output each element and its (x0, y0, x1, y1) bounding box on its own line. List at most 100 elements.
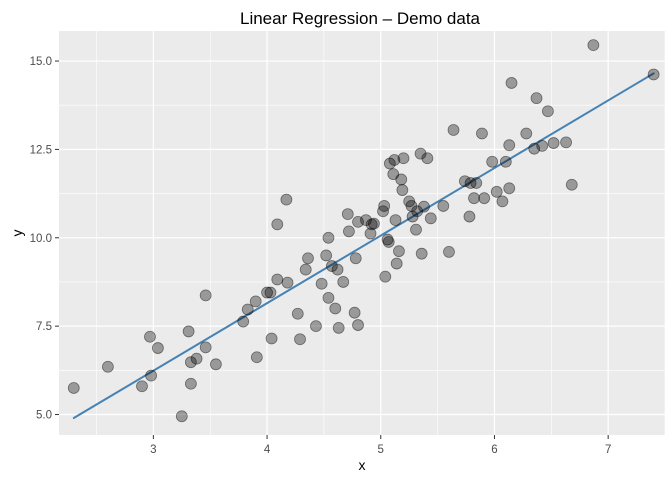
data-point (329, 302, 342, 315)
data-point (403, 195, 416, 208)
chart-title: Linear Regression – Demo data (240, 9, 481, 28)
data-point (463, 210, 476, 223)
data-point (241, 303, 254, 316)
data-point (503, 139, 516, 152)
data-point (406, 210, 419, 223)
data-point (587, 39, 600, 52)
data-point (281, 276, 294, 289)
regression-line-group (72, 72, 655, 420)
data-point (352, 215, 364, 228)
data-point (364, 227, 377, 240)
data-point (379, 270, 392, 283)
data-point (299, 263, 312, 276)
y-tick-label: 12.5 (30, 144, 52, 156)
data-point (315, 277, 328, 290)
data-point (397, 152, 410, 165)
data-point (199, 341, 212, 354)
data-point (396, 184, 409, 196)
data-point (265, 332, 278, 345)
data-point (476, 127, 488, 140)
data-point (377, 205, 389, 218)
data-point (405, 200, 418, 212)
data-point (271, 218, 284, 231)
data-point (411, 205, 424, 218)
minor-gridlines (59, 31, 666, 435)
data-point (368, 217, 380, 230)
data-point (520, 127, 533, 140)
data-point (547, 137, 560, 149)
data-point (388, 154, 401, 166)
data-point (382, 236, 395, 248)
data-point (496, 195, 509, 208)
data-point (67, 382, 80, 394)
data-point (152, 342, 164, 354)
data-point (468, 192, 480, 205)
data-points (67, 39, 660, 423)
data-point (360, 214, 372, 226)
regression-line (72, 72, 655, 420)
data-point (365, 218, 378, 231)
data-point (271, 273, 284, 286)
data-point (310, 320, 322, 333)
data-point (175, 410, 188, 423)
data-point (136, 380, 148, 393)
data-point (349, 252, 362, 265)
data-point (478, 192, 491, 205)
data-point (101, 360, 114, 373)
x-axis-title: x (359, 457, 366, 473)
data-point (264, 286, 277, 299)
data-point (565, 178, 578, 191)
data-point (437, 200, 450, 212)
data-point (144, 330, 156, 343)
y-axis: 5.0 7.5 10.0 12.5 15.0 (30, 56, 59, 421)
data-point (322, 291, 335, 304)
data-point (447, 124, 460, 136)
x-axis: 3 4 5 6 7 (150, 435, 611, 456)
data-point (395, 173, 408, 186)
data-point (331, 263, 344, 276)
data-point (325, 260, 338, 272)
x-tick-label: 5 (378, 444, 384, 456)
data-point (199, 289, 212, 302)
data-point (343, 225, 355, 238)
data-point (393, 245, 405, 258)
data-point (184, 377, 197, 390)
x-tick-label: 6 (491, 444, 497, 456)
data-point (237, 315, 250, 328)
data-point (503, 182, 516, 195)
data-point (530, 92, 543, 105)
data-point (352, 319, 364, 331)
data-point (378, 200, 391, 212)
y-tick-label: 7.5 (36, 321, 52, 333)
data-point (505, 77, 518, 89)
data-point (294, 333, 306, 346)
x-tick-label: 7 (605, 444, 611, 456)
data-point (389, 214, 402, 226)
data-point (647, 68, 660, 81)
data-point (486, 155, 499, 168)
data-point (337, 276, 350, 288)
x-tick-label: 4 (264, 444, 271, 456)
data-point (528, 142, 541, 155)
data-point (332, 322, 345, 334)
data-point (410, 223, 422, 236)
data-point (250, 351, 263, 364)
data-point (322, 231, 335, 244)
data-point (341, 208, 354, 220)
data-point (499, 155, 512, 168)
data-point (490, 185, 503, 198)
data-point (210, 358, 222, 371)
data-point (443, 246, 455, 258)
data-point (470, 177, 483, 189)
data-point (291, 307, 304, 320)
y-tick-label: 5.0 (36, 409, 52, 421)
data-point (464, 177, 477, 189)
data-point (390, 257, 403, 270)
data-point (182, 325, 195, 338)
data-point (184, 356, 197, 369)
data-point (348, 306, 361, 319)
data-point (381, 233, 394, 246)
data-point (424, 212, 437, 225)
data-point (414, 147, 427, 160)
data-point (387, 168, 400, 181)
